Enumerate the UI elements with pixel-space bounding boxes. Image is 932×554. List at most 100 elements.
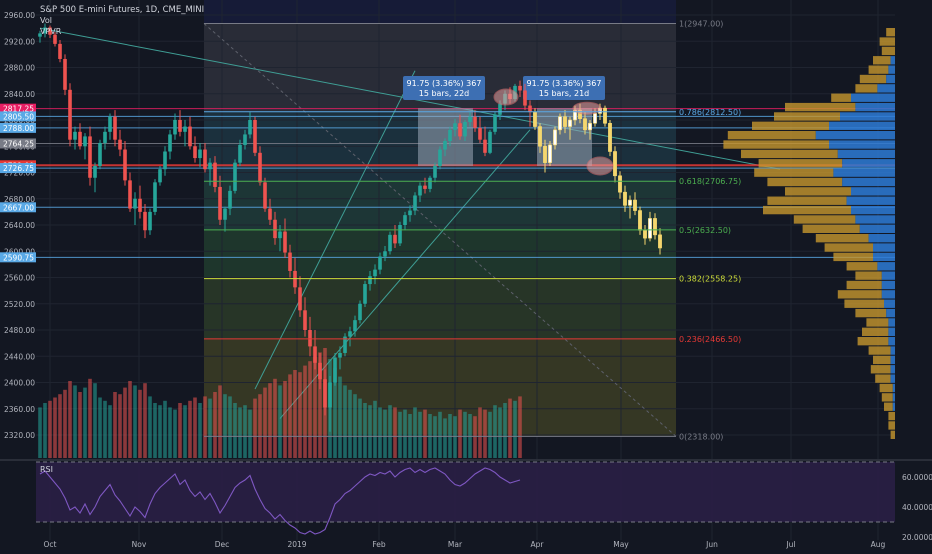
- volume-bar: [113, 392, 117, 458]
- candle-body: [283, 231, 287, 253]
- price-label-bg: [0, 202, 36, 213]
- candle-body: [78, 131, 82, 147]
- time-tick-label: Feb: [372, 540, 386, 549]
- rsi-tick-label: 60.0000: [902, 473, 932, 482]
- volume-bar: [193, 397, 197, 458]
- candle-body: [233, 162, 237, 191]
- candle-body: [358, 303, 362, 321]
- profile-bar-blue: [892, 383, 895, 393]
- profile-bar-gold: [873, 355, 891, 365]
- volume-bar: [368, 405, 372, 458]
- candle-body: [488, 131, 492, 153]
- profile-bar-gold: [870, 365, 891, 374]
- candle-body: [328, 382, 332, 408]
- price-tick-label: 2880.00: [4, 64, 35, 73]
- volume-bar: [253, 398, 257, 458]
- volume-bar: [238, 407, 242, 458]
- volume-bar: [423, 409, 427, 458]
- profile-bar-blue: [890, 56, 895, 65]
- candle-body: [188, 126, 192, 147]
- candle-body: [38, 33, 42, 37]
- candle-body: [263, 182, 267, 209]
- fib-zone: [204, 181, 676, 230]
- volume-bar: [303, 365, 307, 458]
- price-label: 2764.25: [3, 139, 34, 148]
- volume-bar: [273, 378, 277, 458]
- volume-bar: [63, 389, 67, 458]
- candle-body: [178, 120, 182, 132]
- volume-bar: [163, 400, 167, 458]
- profile-bar-blue: [888, 65, 895, 74]
- volume-bar: [473, 416, 477, 458]
- volume-bar: [73, 385, 77, 458]
- price-tick-label: 2400.00: [4, 379, 35, 388]
- candle-body: [373, 269, 377, 277]
- price-label-bg: [0, 163, 36, 174]
- candle-body: [223, 208, 227, 220]
- volume-bar: [313, 356, 317, 458]
- profile-bar-gold: [833, 252, 873, 262]
- profile-bar-blue: [886, 308, 895, 318]
- profile-bar-gold: [785, 102, 856, 112]
- highlight-ellipse[interactable]: [493, 88, 519, 106]
- volume-bar: [78, 392, 82, 458]
- volume-bar: [213, 392, 217, 458]
- candle-body: [523, 90, 527, 106]
- volume-bar: [458, 409, 462, 458]
- profile-bar-blue: [840, 112, 895, 121]
- candle-body: [208, 162, 212, 170]
- volume-bar: [493, 405, 497, 458]
- projection-body: [638, 210, 642, 231]
- indicator-vol[interactable]: Vol: [40, 16, 52, 25]
- profile-bar-blue: [855, 102, 895, 112]
- profile-bar-gold: [879, 383, 893, 393]
- rsi-tick-label: 20.0000: [902, 533, 932, 542]
- projection-candles: [493, 88, 662, 255]
- fib-label: 0.5(2632.50): [679, 226, 731, 235]
- highlight-ellipse[interactable]: [572, 101, 602, 115]
- measure-box[interactable]: [418, 108, 473, 166]
- candle-body: [268, 208, 272, 220]
- volume-bar: [48, 400, 52, 458]
- candle-body: [53, 34, 57, 44]
- volume-bar: [268, 383, 272, 458]
- candle-body: [43, 27, 47, 34]
- volume-bar: [393, 407, 397, 458]
- profile-bar-blue: [886, 74, 895, 84]
- volume-bar: [338, 376, 342, 458]
- projection-body: [533, 111, 537, 127]
- profile-bar-gold: [763, 205, 851, 215]
- time-tick-label: Mar: [448, 540, 463, 549]
- chart-title: S&P 500 E-mini Futures, 1D, CME_MINI: [40, 5, 204, 15]
- candle-body: [88, 136, 92, 178]
- projection-body: [583, 118, 587, 131]
- candle-body: [408, 210, 412, 216]
- profile-bar-gold: [815, 234, 869, 243]
- volume-bar: [288, 374, 292, 458]
- profile-bar-blue: [890, 365, 895, 374]
- candle-body: [413, 195, 417, 211]
- candle-body: [318, 362, 322, 380]
- volume-bar: [133, 385, 137, 458]
- candle-body: [458, 123, 462, 137]
- volume-bar: [138, 389, 142, 458]
- profile-bar-blue: [851, 187, 895, 196]
- projection-body: [558, 116, 562, 131]
- volume-bar: [263, 387, 267, 458]
- measure-label-line2: 15 bars, 22d: [419, 89, 470, 98]
- volume-bar: [93, 383, 97, 458]
- projection-body: [548, 144, 552, 163]
- profile-bar-gold: [859, 74, 887, 84]
- candle-body: [498, 103, 502, 115]
- profile-bar-gold: [846, 280, 882, 290]
- candle-body: [483, 139, 487, 153]
- highlight-ellipse[interactable]: [586, 156, 614, 176]
- price-label-bg: [0, 122, 36, 133]
- volume-bar: [383, 409, 387, 458]
- profile-bar-gold: [855, 84, 878, 93]
- candle-body: [58, 43, 62, 59]
- profile-bar-blue: [829, 121, 895, 130]
- indicator-vpvr[interactable]: VPVR: [40, 27, 62, 36]
